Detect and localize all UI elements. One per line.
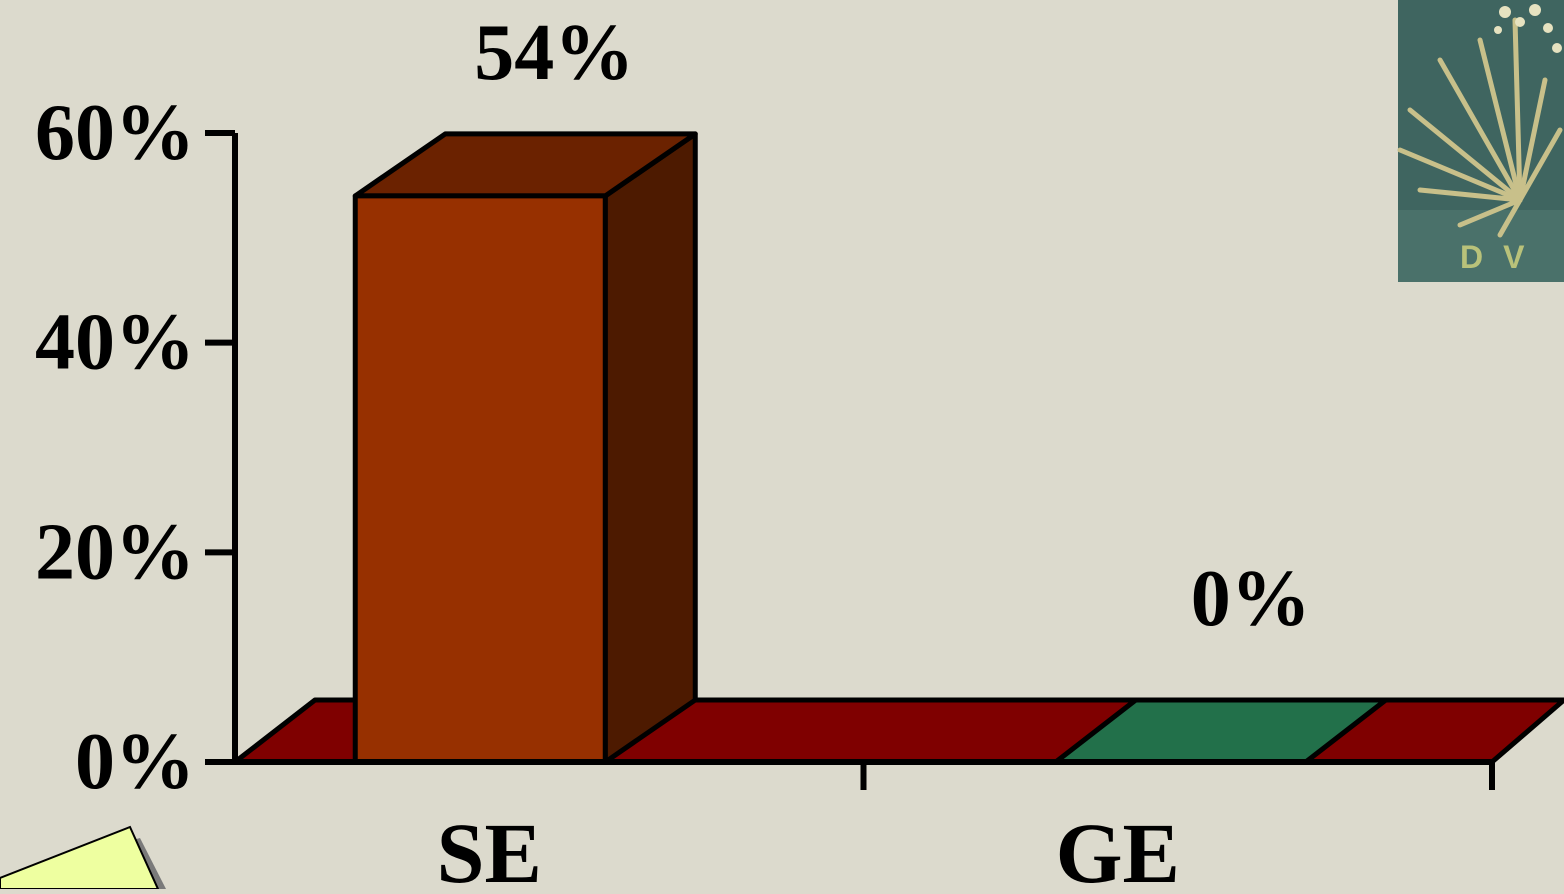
x-tick-label: GE (1056, 805, 1180, 889)
sticky-note-icon (0, 825, 166, 890)
x-tick-labels: SE GE (437, 805, 1180, 894)
data-label: 54% (474, 9, 634, 97)
x-ticks (860, 762, 1495, 790)
y-tick-label: 60% (35, 89, 195, 177)
y-tick-label: 0% (75, 718, 195, 806)
y-tick-label: 40% (35, 299, 195, 387)
agave-image-text: DV (1460, 239, 1544, 275)
data-label: 0% (1191, 555, 1311, 643)
y-ticks: 0% 20% 40% 60% (35, 89, 235, 806)
agave-plant-image: DV (1397, 0, 1564, 282)
x-tick-label: SE (437, 805, 542, 889)
bar-SE (352, 131, 698, 765)
y-tick-label: 20% (35, 508, 195, 596)
data-labels: 54% 0% (474, 9, 1311, 643)
